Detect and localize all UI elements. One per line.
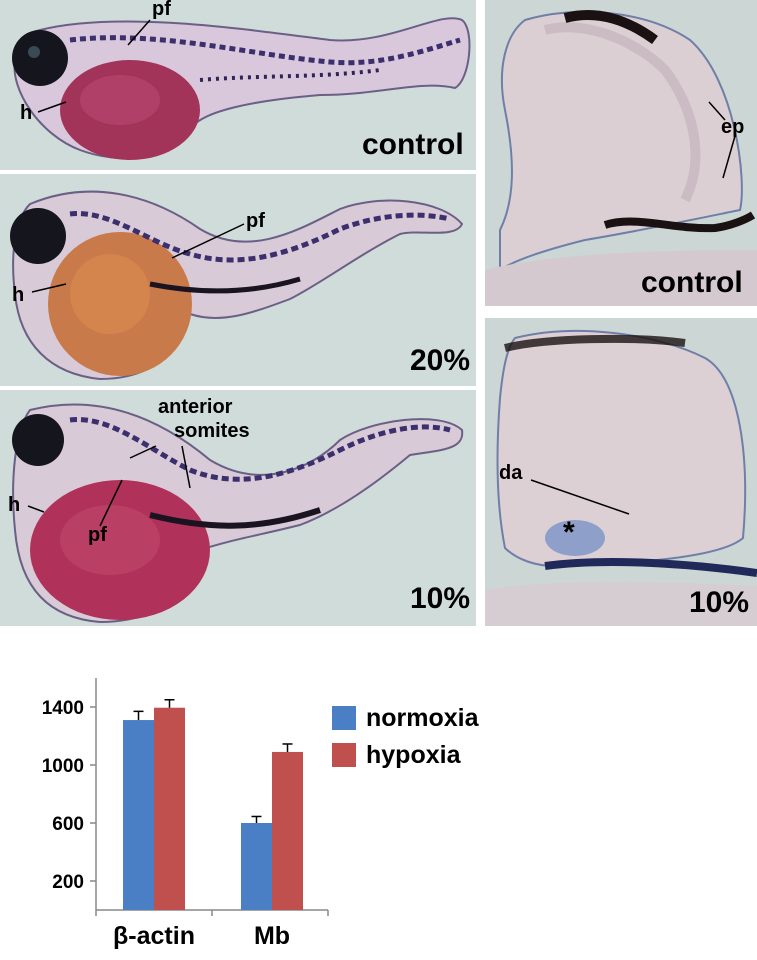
label-h: h [12,284,25,306]
section-10-image [485,329,757,626]
chart-plot: 200 600 1000 1400 β-actin Mb normoxia hypoxia [42,678,480,950]
bar-hypoxia [272,751,303,910]
legend-swatch-normoxia [332,706,356,730]
label-h: h [20,102,33,124]
bar-chart: 200 600 1000 1400 β-actin Mb normoxia hypoxia [0,628,757,960]
legend-label: normoxia [366,704,480,732]
condition-label: 10% [689,586,750,619]
label-h: h [8,494,21,516]
x-category-label: β-actin [113,922,195,950]
embryo-10-image [12,403,464,624]
embryo-panel-20: pf h 20% [0,174,476,386]
embryo-20-image [10,190,464,381]
embryo-control-image [12,17,471,160]
label-ep: ep [721,116,745,138]
bar-normoxia [123,720,154,910]
label-da: da [499,462,523,484]
y-tick-label: 600 [52,814,84,835]
section-panel-10: da * 10% [485,318,757,626]
x-category-label: Mb [254,922,290,950]
label-asterisk: * [563,516,575,549]
y-tick-label: 200 [52,872,84,893]
condition-label: 20% [410,344,471,377]
section-panel-control: ep control [485,0,757,306]
label-somites: somites [174,420,250,442]
embryo-panel-10: anterior somites h pf 10% [0,390,476,626]
label-pf: pf [88,524,107,546]
legend-swatch-hypoxia [332,743,356,767]
y-tick-label: 1000 [42,756,84,777]
label-anterior: anterior [158,396,233,418]
label-pf: pf [152,0,171,20]
bar-hypoxia [154,707,185,910]
condition-label: control [641,266,743,299]
bar-normoxia [241,823,272,910]
condition-label: control [362,128,464,161]
y-tick-label: 1400 [42,698,84,719]
condition-label: 10% [410,582,471,615]
legend-label: hypoxia [366,741,462,769]
section-control-image [485,10,757,306]
embryo-panel-control: pf h control [0,0,476,170]
label-pf: pf [246,210,265,232]
